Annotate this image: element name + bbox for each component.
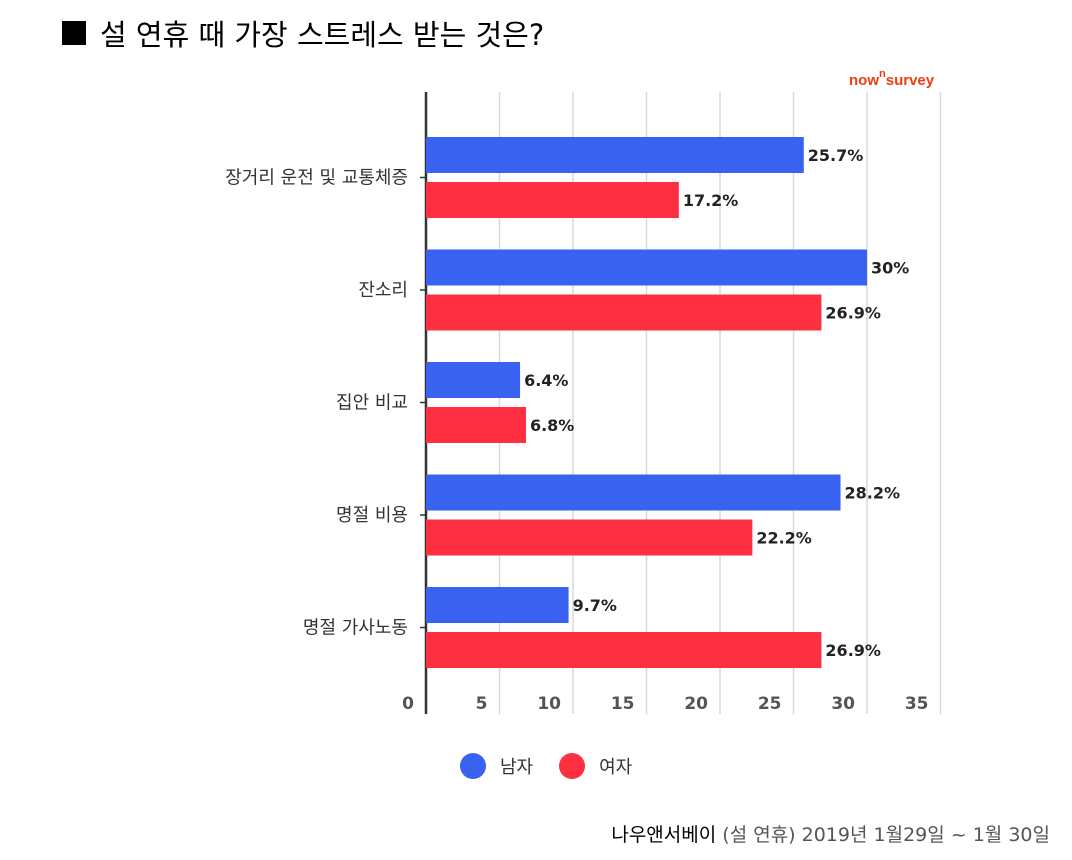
data-label: 22.2% [756,529,812,548]
category-label: 잔소리 [358,280,408,301]
brand-tail: survey [885,72,935,89]
bar-male [426,249,867,286]
source-org: 나우앤서베이 [611,824,717,846]
source-note: 나우앤서베이 (설 연휴) 2019년 1월29일 ~ 1월 30일 [611,820,1050,847]
brand-sup: n [879,68,886,80]
data-label: 9.7% [573,596,617,615]
category-label: 명절 가사노동 [303,618,408,639]
x-tick-label: 0 [402,694,414,714]
bar-female [426,182,679,218]
brand-logo: nownsurvey [849,68,935,89]
x-tick-label: 30 [831,694,855,714]
legend: 남자 여자 [460,753,658,779]
x-tick-label: 15 [611,694,635,714]
bar-male [426,137,804,173]
bar-female [426,519,753,556]
legend-item-female: 여자 [559,753,632,779]
x-tick-label: 10 [537,694,561,714]
bar-male [426,587,569,623]
data-label: 17.2% [683,191,739,210]
data-label: 26.9% [825,641,881,660]
data-label: 30% [871,259,909,278]
data-label: 25.7% [808,146,864,165]
x-tick-label: 20 [684,694,708,714]
data-label: 6.4% [524,371,568,390]
title-text: 설 연휴 때 가장 스트레스 받는 것은? [100,18,545,52]
legend-swatch-female [559,753,586,779]
square-bullet-icon [62,21,86,45]
brand-main: now [849,72,879,89]
category-label: 명절 비용 [336,505,408,526]
data-label: 28.2% [845,484,901,503]
x-tick-label: 5 [476,694,488,714]
legend-swatch-male [460,753,486,779]
bar-female [426,632,822,668]
legend-label-female: 여자 [599,757,633,778]
legend-label-male: 남자 [500,757,534,778]
bar-male [426,362,521,398]
x-tick-label: 25 [758,694,782,714]
category-label: 집안 비교 [336,393,408,414]
x-tick-label: 35 [905,694,929,714]
bar-female [426,294,822,331]
bar-male [426,474,841,511]
category-label: 장거리 운전 및 교통체증 [225,168,408,189]
bar-chart: 0 5 10 15 20 25 30 35 장거리 운전 및 교통체증 25.7% 17.2% 잔소리… [225,92,942,714]
chart-title: 설 연휴 때 가장 스트레스 받는 것은? [62,12,544,54]
bar-female [426,407,526,443]
legend-item-male: 남자 [460,753,533,779]
data-label: 26.9% [825,304,881,323]
data-label: 6.8% [530,416,574,435]
source-detail: (설 연휴) 2019년 1월29일 ~ 1월 30일 [722,824,1050,846]
